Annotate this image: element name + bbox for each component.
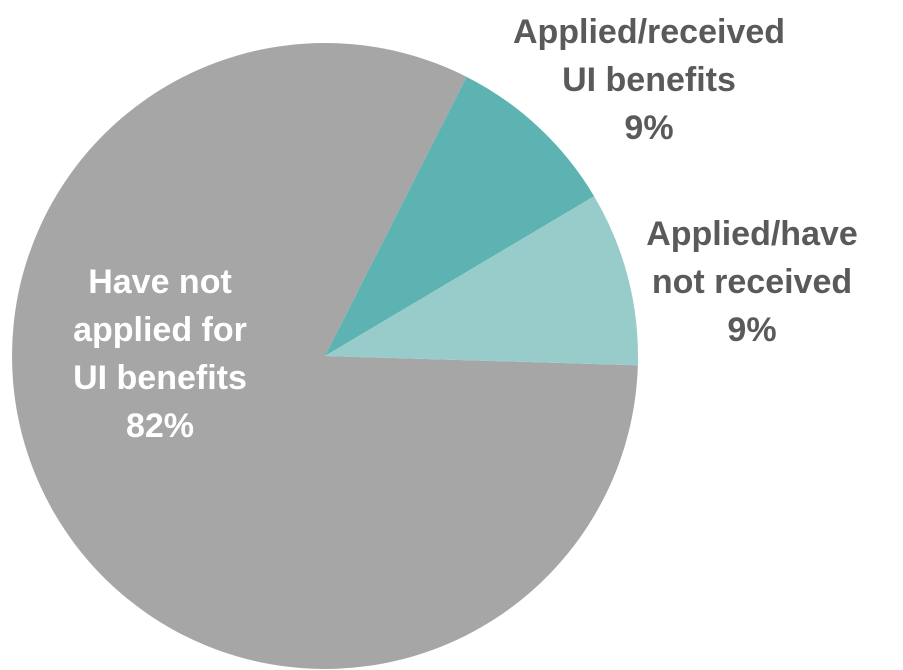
slice-label-line: Applied/received [513, 13, 785, 51]
pie-slice-have-not-applied-for-ui-benefits [11, 43, 638, 670]
slice-label-have-not-applied-for-ui-benefits: Have not applied for UI benefits 82% [73, 263, 247, 445]
pie-slice-applied-have-not-received [325, 196, 638, 366]
slice-label-line: UI benefits [562, 61, 736, 99]
slice-label-line: Have not [88, 263, 232, 301]
pie-slices [11, 43, 638, 670]
pie-slice-applied-received-ui-benefits [325, 76, 595, 357]
pie-labels: Have not applied for UI benefits 82% Applied… [73, 13, 858, 445]
slice-label-line: applied for [73, 311, 247, 349]
slice-value-label: 9% [727, 311, 776, 349]
slice-label-line: Applied/have [646, 215, 858, 253]
slice-value-label: 9% [624, 109, 673, 147]
slice-value-label: 82% [126, 407, 194, 445]
slice-label-applied-received-ui-benefits: Applied/received UI benefits 9% [513, 13, 785, 147]
slice-label-line: not received [652, 263, 852, 301]
slice-label-line: UI benefits [73, 359, 247, 397]
slice-label-applied-have-not-received: Applied/have not received 9% [646, 215, 858, 349]
